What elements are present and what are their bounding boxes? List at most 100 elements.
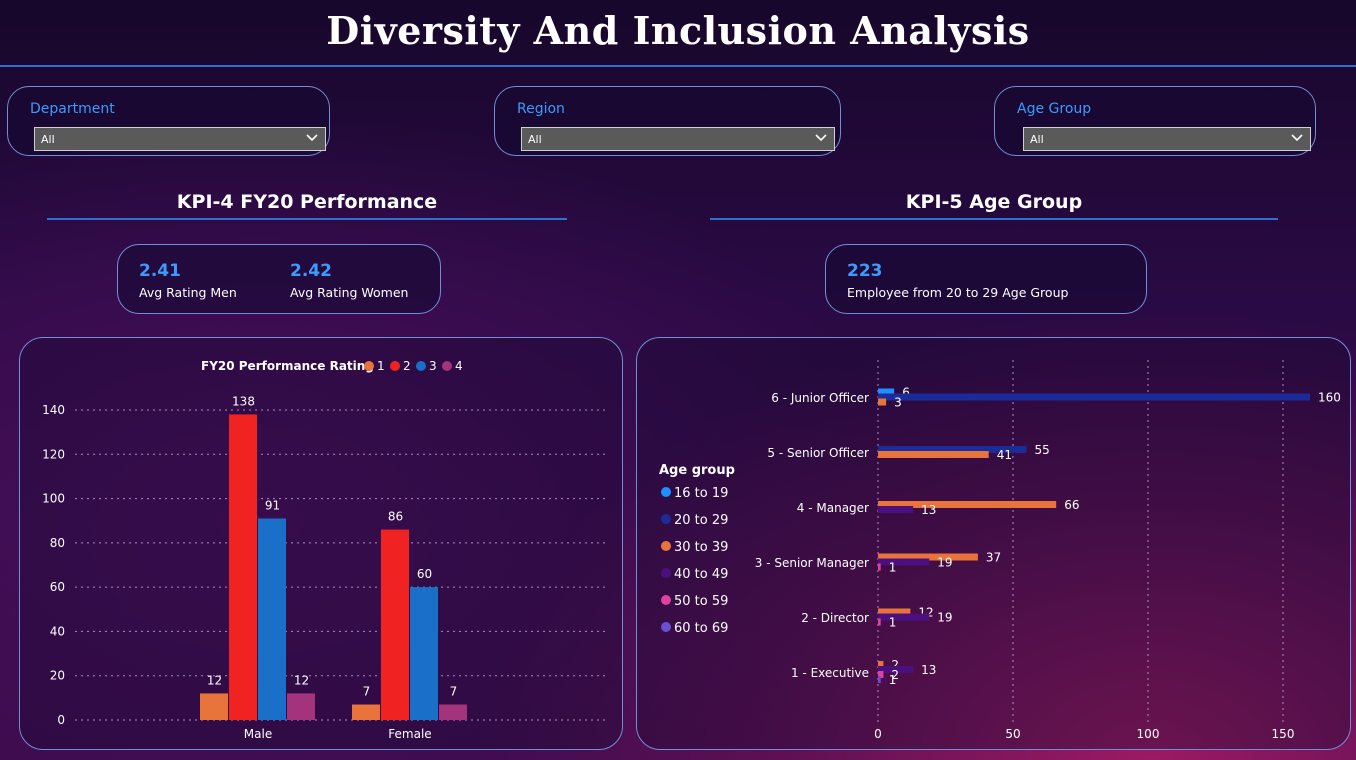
chart2-bar[interactable] [878,388,895,396]
chart1-data-label: 138 [232,394,255,408]
age-group-dropdown[interactable]: All [1023,127,1311,151]
chart2-data-label: 55 [1035,443,1050,457]
chart1-y-tick: 140 [42,403,65,417]
chart2-legend-swatch [661,595,671,605]
chart2-category-label: 3 - Senior Manager [755,556,869,570]
chart1-legend-title: FY20 Performance Rating [201,359,374,373]
age-group-chart: 0 50 100 150 Age group 16 to 19 20 to 29 30 to … [659,360,1341,741]
chart2-bar[interactable] [878,446,1027,453]
chart2-data-label: 19 [937,611,952,625]
department-dropdown[interactable]: All [34,127,326,151]
chart1-legend-swatch [390,361,400,371]
chart2-bar[interactable] [878,618,881,626]
chart1-legend-swatch [416,361,426,371]
avg-rating-women-label: Avg Rating Women [290,285,409,300]
chart1-y-tick: 20 [50,669,65,683]
chart2-category-label: 4 - Manager [797,501,869,515]
chart1-data-label: 12 [207,673,222,687]
chart2-category-label: 5 - Senior Officer [767,446,869,460]
region-filter-label: Region [517,101,565,117]
performance-rating-chart: FY20 Performance Rating 1 2 3 40204060801001… [42,359,605,741]
chart2-legend-swatch [661,541,671,551]
chart2-category-label: 1 - Executive [791,666,869,680]
chart2-data-label: 13 [921,663,936,677]
age-group-chart-panel: 0 50 100 150 Age group 16 to 19 20 to 29 30 to … [636,337,1351,750]
chart2-bar[interactable] [878,506,914,513]
region-filter: Region All [494,86,841,156]
chart1-bar[interactable] [287,693,315,720]
chart1-bar[interactable] [439,704,467,721]
chart2-data-label: 66 [1064,498,1079,512]
chart2-x-tick: 0 [874,727,882,741]
chart2-bar[interactable] [878,558,930,566]
chevron-down-icon [306,134,318,142]
age-group-filter: Age Group All [994,86,1316,156]
chart1-data-label: 60 [417,567,432,581]
chart2-legend-swatch [661,622,671,632]
chart2-legend-swatch [661,487,671,497]
chart1-legend-label: 1 [377,359,385,373]
chart1-data-label: 12 [294,673,309,687]
kpi5-divider [710,218,1278,220]
chart2-bar[interactable] [878,671,884,678]
chart1-legend-swatch [364,361,374,371]
department-filter: Department All [7,86,330,156]
chart2-bar[interactable] [878,608,911,616]
chart2-bar[interactable] [878,501,1057,508]
chevron-down-icon [1291,134,1303,142]
chart1-bar[interactable] [200,693,228,720]
age-group-count-value: 223 [847,261,883,281]
chart2-data-label: 1 [889,673,897,687]
chart2-data-label: 37 [986,551,1001,565]
kpi5-title: KPI-5 Age Group [905,191,1083,213]
chart2-data-label: 1 [889,561,897,575]
chart2-legend-label: 40 to 49 [674,567,728,582]
chart1-legend-label: 2 [403,359,411,373]
chart2-data-label: 13 [921,503,936,517]
chart2-bar[interactable] [878,563,881,571]
kpi4-card: 2.41 Avg Rating Men 2.42 Avg Rating Wome… [117,244,441,314]
chart1-data-label: 7 [363,685,371,699]
chart2-bar[interactable] [878,393,1310,401]
avg-rating-women-value: 2.42 [290,261,332,281]
chart1-legend-label: 4 [455,359,463,373]
chart2-bar[interactable] [878,398,887,406]
chart2-bar[interactable] [878,553,978,561]
chart2-bar[interactable] [878,451,989,458]
chart2-bar[interactable] [878,661,884,668]
chart1-bar[interactable] [258,518,286,721]
age-group-count-label: Employee from 20 to 29 Age Group [847,285,1069,300]
chart1-bar[interactable] [381,529,409,720]
chart2-x-tick: 50 [1005,727,1020,741]
performance-chart-panel: FY20 Performance Rating 1 2 3 4 0 20 40 60 80 100 1… [19,337,623,750]
chart2-data-label: 2 [891,668,899,682]
region-dropdown[interactable]: All [521,127,835,151]
title-divider [0,65,1356,67]
chart2-bar[interactable] [878,676,881,683]
chart1-legend-label: 3 [429,359,437,373]
chart2-legend-swatch [661,568,671,578]
chart1-y-tick: 40 [50,624,65,638]
chart1-x-tick: Male [244,727,272,741]
avg-rating-men-value: 2.41 [139,261,181,281]
age-group-filter-label: Age Group [1017,101,1092,117]
chart2-data-label: 1 [889,616,897,630]
chart1-bar[interactable] [352,704,380,721]
avg-rating-men-label: Avg Rating Men [139,285,237,300]
chart2-legend-title: Age group [659,463,735,478]
chart2-data-label: 41 [997,448,1012,462]
chart2-x-tick: 150 [1272,727,1295,741]
chart2-bar[interactable] [878,666,914,673]
chart2-category-label: 2 - Director [801,611,869,625]
chart1-bar[interactable] [229,414,257,720]
age-group-dropdown-value: All [1030,133,1044,146]
chart1-data-label: 91 [265,499,280,513]
chart1-y-tick: 60 [50,580,65,594]
chart2-bar[interactable] [878,613,930,621]
chart1-y-tick: 0 [57,713,65,727]
chart1-bar[interactable] [410,587,438,720]
chart1-data-label: 7 [450,685,458,699]
department-dropdown-value: All [41,133,55,146]
chart1-data-label: 86 [388,510,403,524]
chart2-data-label: 6 [902,386,910,400]
